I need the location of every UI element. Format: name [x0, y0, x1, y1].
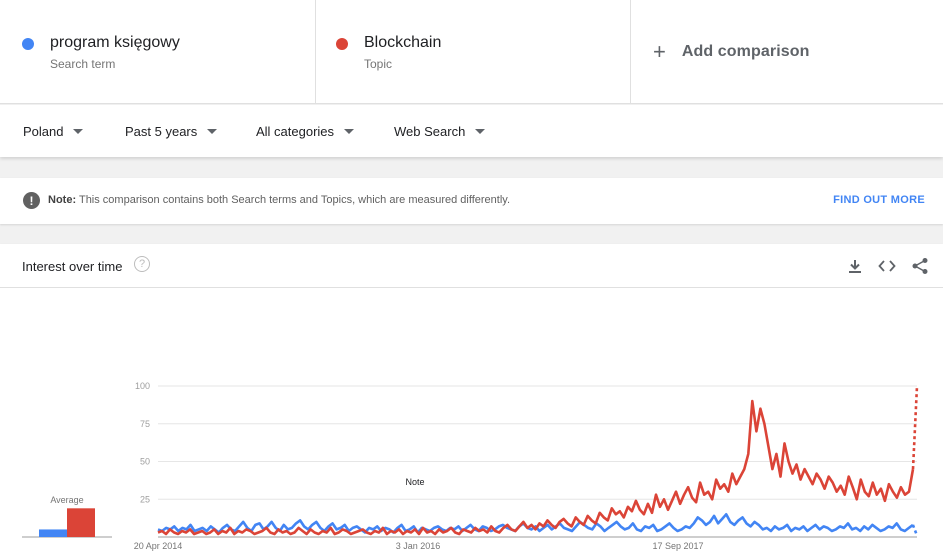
series-color-dot — [22, 38, 34, 50]
question-mark-icon[interactable]: ? — [134, 256, 150, 272]
series-line — [157, 399, 915, 536]
term-type: Topic — [364, 57, 393, 71]
plus-icon: + — [653, 39, 666, 64]
caret-down-icon — [73, 129, 84, 134]
embed-code-icon[interactable] — [878, 257, 896, 275]
term-name[interactable]: Blockchain — [364, 34, 442, 51]
filter-bar: Poland Past 5 years All categories Web S… — [0, 105, 943, 157]
interest-over-time-card: Interest over time ? 100 75 50 25 20 Apr 20… — [0, 244, 943, 552]
y-tick-label: 75 — [140, 419, 150, 429]
note-message: This comparison contains both Search ter… — [78, 194, 511, 206]
caret-down-icon — [475, 129, 486, 134]
caret-down-icon — [344, 129, 355, 134]
x-tick-label: 3 Jan 2016 — [396, 541, 441, 551]
chart-grid — [22, 385, 917, 538]
note-text: Note: This comparison contains both Sear… — [48, 194, 510, 206]
download-icon[interactable] — [846, 257, 864, 275]
time-range-label: Past 5 years — [125, 124, 198, 139]
y-tick-label: 100 — [135, 381, 150, 391]
average-label: Average — [50, 495, 83, 505]
exclamation-icon: ! — [23, 192, 40, 209]
find-out-more-link[interactable]: FIND OUT MORE — [833, 194, 925, 206]
y-tick-label: 25 — [140, 494, 150, 504]
interest-chart: 100 75 50 25 20 Apr 2014 3 Jan 2016 17 Sep 20… — [22, 381, 919, 551]
average-bar — [39, 529, 67, 537]
add-comparison-button[interactable]: + Add comparison — [631, 0, 943, 104]
category-dropdown[interactable]: All categories — [256, 124, 355, 139]
series-partial-segment — [911, 524, 919, 536]
add-comparison-label: Add comparison — [681, 43, 810, 60]
average-bar — [67, 508, 95, 537]
series-lines — [157, 385, 919, 536]
comparison-bar: program księgowy Search term Blockchain … — [0, 0, 943, 104]
share-icon[interactable] — [911, 257, 929, 275]
card-title: Interest over time — [22, 259, 123, 274]
series-line — [157, 513, 914, 534]
y-axis-ticks: 100 75 50 25 — [135, 381, 150, 504]
category-label: All categories — [256, 124, 335, 139]
region-dropdown[interactable]: Poland — [23, 124, 84, 139]
series-color-dot — [336, 38, 348, 50]
search-type-label: Web Search — [394, 124, 466, 139]
card-header: Interest over time ? — [0, 244, 943, 288]
x-tick-label: 17 Sep 2017 — [652, 541, 703, 551]
search-term-card[interactable]: program księgowy Search term — [0, 0, 316, 104]
note-marker[interactable]: Note — [405, 477, 424, 487]
average-bars — [39, 508, 95, 537]
x-tick-label: 20 Apr 2014 — [134, 541, 183, 551]
series-partial-segment — [911, 385, 919, 470]
region-label: Poland — [23, 124, 64, 139]
note-bold: Note: — [48, 194, 77, 206]
note-banner: ! Note: This comparison contains both Se… — [0, 178, 943, 224]
search-type-dropdown[interactable]: Web Search — [394, 124, 486, 139]
term-name[interactable]: program księgowy — [50, 34, 180, 51]
topic-card[interactable]: Blockchain Topic — [316, 0, 631, 104]
x-axis-ticks: 20 Apr 2014 3 Jan 2016 17 Sep 2017 — [134, 541, 704, 551]
y-tick-label: 50 — [140, 457, 150, 467]
time-range-dropdown[interactable]: Past 5 years — [125, 124, 218, 139]
term-type: Search term — [50, 57, 116, 71]
caret-down-icon — [207, 129, 218, 134]
